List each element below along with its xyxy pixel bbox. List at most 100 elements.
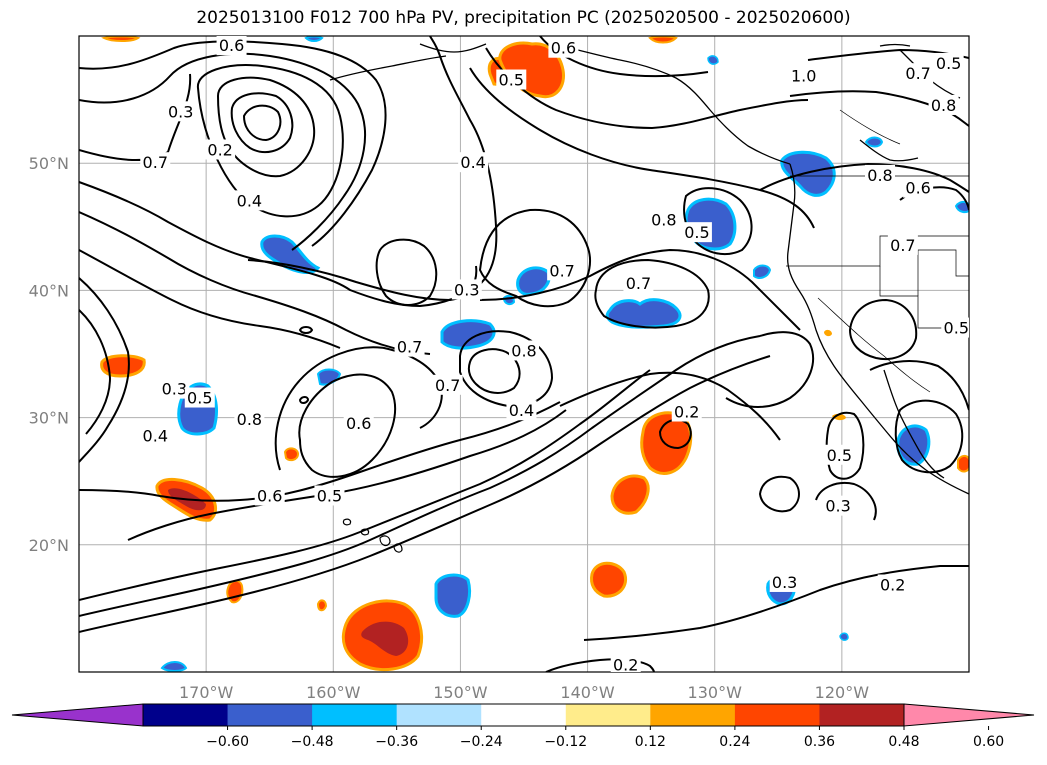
lon-tick-label: 160°W	[306, 683, 361, 702]
contour-label-halo	[824, 444, 855, 465]
colorbar-tick-label: 0.36	[804, 734, 835, 750]
page-title: 2025013100 F012 700 hPa PV, precipitatio…	[196, 8, 851, 28]
political-borders	[786, 109, 969, 393]
lon-tick-label: 130°W	[688, 683, 743, 702]
contour-label-halo	[887, 234, 918, 255]
colorbar-segment	[143, 704, 229, 726]
colorbar-extend-low	[11, 703, 144, 727]
contour-label-halo	[451, 279, 482, 300]
lon-tick-label: 140°W	[560, 683, 615, 702]
contour-label: 0.8	[867, 166, 892, 185]
contour-label: 0.4	[237, 191, 262, 210]
precipitation-anomaly	[100, 36, 969, 672]
contour-label-halo	[865, 164, 895, 185]
contour-label: 0.6	[551, 39, 576, 58]
contour-label: 0.3	[162, 380, 187, 399]
colorbar-tick-label: 0.12	[635, 734, 666, 750]
contour-label-halo	[823, 495, 854, 516]
colorbar-segment	[734, 704, 820, 726]
colorbar-tick-label: −0.48	[291, 734, 334, 750]
precip-positive-patches	[100, 36, 969, 671]
contour-label: 0.3	[168, 102, 193, 121]
contour-label: 0.4	[460, 153, 485, 172]
contour-label-halo	[671, 401, 702, 422]
contour-label-halo	[941, 317, 969, 338]
contour-label: 0.2	[613, 656, 638, 675]
colorbar-frame	[142, 703, 905, 727]
contour-label: 0.5	[936, 54, 961, 73]
contour-label: 0.8	[931, 96, 956, 115]
contour-label-halo	[458, 152, 489, 173]
contour-label: 0.7	[890, 236, 915, 255]
lon-tick-label: 170°W	[179, 683, 234, 702]
contour-label: 0.5	[827, 446, 852, 465]
contour-label-halo	[140, 152, 171, 173]
contour-label-halo	[903, 177, 934, 198]
contour-label-halo	[506, 400, 537, 421]
contour-label-halo	[769, 571, 800, 592]
lat-tick-label: 40°N	[29, 281, 69, 300]
contour-label: 0.6	[257, 486, 282, 505]
colorbar-extend-high	[903, 703, 1035, 727]
contour-label-halo	[547, 260, 578, 281]
contour-label-halo	[205, 139, 236, 160]
contour-label-halo	[877, 574, 908, 595]
contour-label-halo	[623, 273, 654, 294]
lat-tick-label: 30°N	[29, 409, 69, 428]
contour-label: 1.0	[791, 67, 816, 86]
contour-label: 0.8	[237, 410, 262, 429]
contour-label-halo	[165, 101, 196, 122]
contour-label: 0.7	[397, 338, 422, 357]
contour-label-halo	[648, 209, 679, 230]
contour-label-halo	[903, 63, 934, 84]
contour-label: 0.3	[825, 497, 850, 516]
contour-label-halo	[496, 69, 527, 90]
lon-tick-label: 120°W	[815, 683, 870, 702]
colorbar-tick-label: −0.24	[460, 734, 503, 750]
contour-label-halo	[343, 412, 374, 433]
contour-label: 0.2	[880, 576, 905, 595]
contour-label: 0.5	[317, 486, 342, 505]
contour-label: 0.3	[772, 573, 797, 592]
colorbar-tick-label: −0.60	[206, 734, 249, 750]
contour-label-halo	[184, 387, 215, 408]
contour-label-halo	[314, 485, 345, 506]
contour-label: 0.6	[346, 414, 371, 433]
contour-label: 0.5	[944, 319, 969, 338]
contour-label: 0.4	[143, 427, 168, 446]
contour-label-halo	[788, 65, 819, 86]
contour-label-halo	[681, 222, 712, 243]
contour-labels: 0.60.30.20.70.40.40.30.60.50.80.70.70.51…	[140, 36, 969, 675]
contour-label-halo	[140, 425, 171, 446]
map-frame	[78, 35, 970, 673]
contour-label-halo	[548, 37, 579, 58]
colorbar-segment	[819, 704, 905, 726]
lat-tick-label: 50°N	[29, 154, 69, 173]
contour-label-halo	[234, 190, 265, 211]
contour-label-halo	[234, 409, 265, 430]
colorbar-tick-label: 0.60	[973, 734, 1004, 750]
lon-tick-label: 150°W	[433, 683, 488, 702]
contour-label-halo	[432, 374, 463, 395]
contour-label: 0.4	[509, 401, 534, 420]
contour-label: 0.3	[454, 280, 479, 299]
latitude-labels: 20°N 30°N 40°N 50°N	[29, 154, 69, 555]
colorbar-segment	[396, 704, 482, 726]
islands	[342, 518, 403, 553]
contour-label-halo	[928, 94, 959, 115]
contour-label-halo	[394, 336, 425, 357]
colorbar-segment	[227, 704, 313, 726]
contour-label: 0.8	[511, 341, 536, 360]
contour-label-halo	[610, 654, 641, 672]
colorbar-tick-label: 0.24	[719, 734, 750, 750]
contour-label: 0.7	[626, 274, 651, 293]
longitude-labels: 170°W 160°W 150°W 140°W 130°W 120°W	[179, 683, 869, 702]
colorbar-tick-label: 0.48	[888, 734, 919, 750]
colorbar-segment	[481, 704, 567, 726]
colorbar-segment	[650, 704, 736, 726]
contour-label: 0.7	[435, 376, 460, 395]
contour-label-halo	[509, 340, 539, 361]
contour-label: 0.5	[187, 389, 212, 408]
contour-label: 0.7	[905, 64, 930, 83]
